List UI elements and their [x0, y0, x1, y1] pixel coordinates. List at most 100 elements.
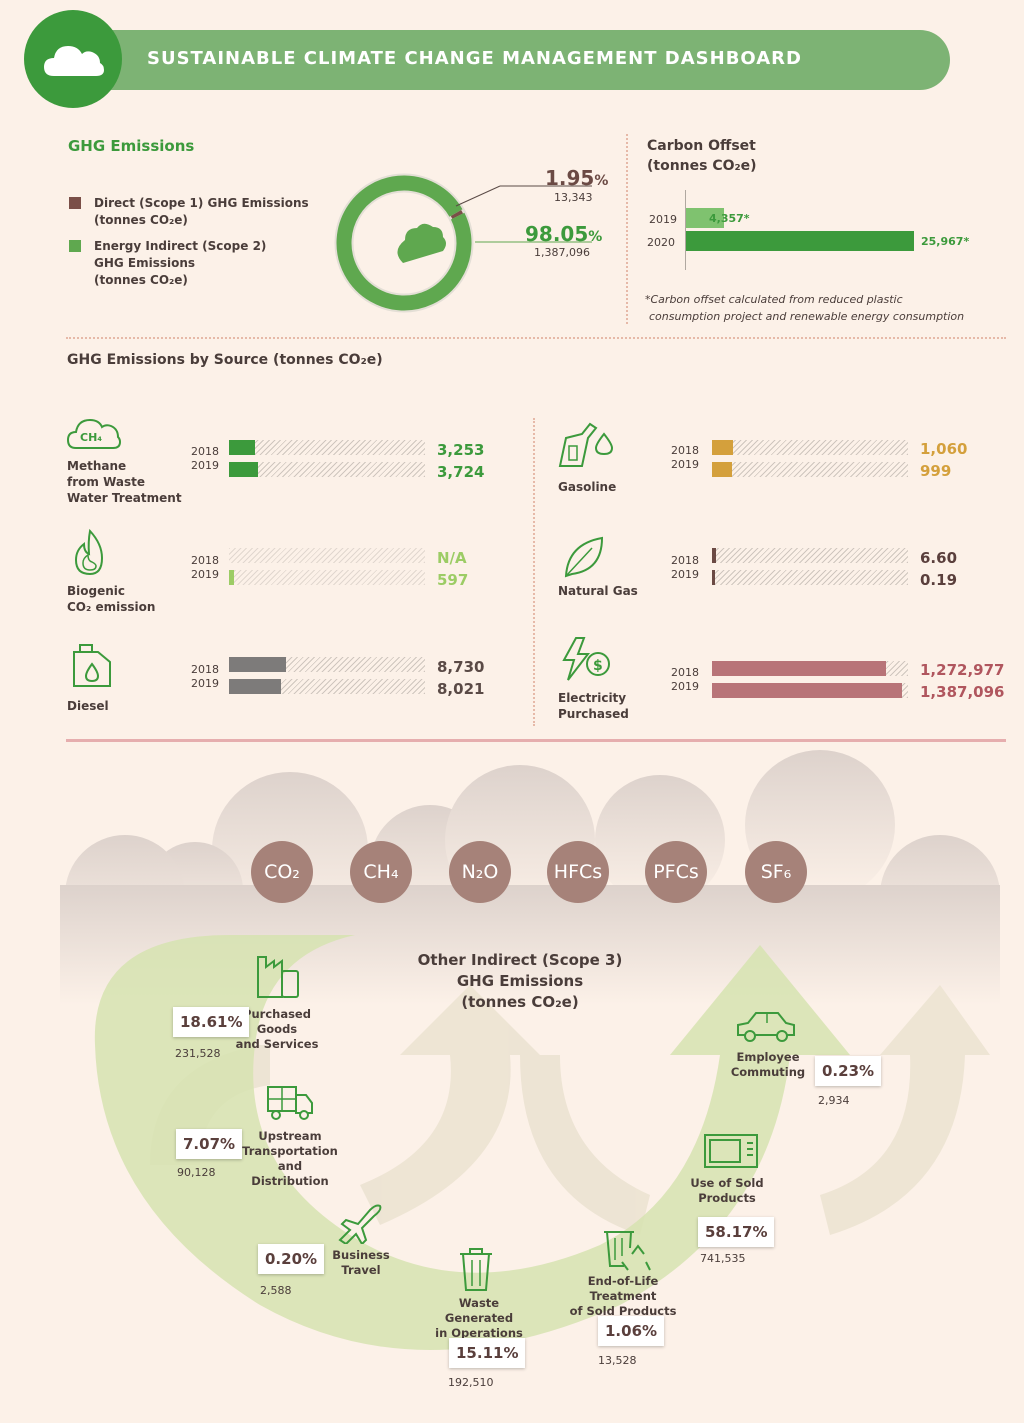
purchased-label-line1: Purchased — [243, 1007, 311, 1021]
methane-cloud-icon: CH₄ — [66, 418, 122, 449]
commuting-label-line1: Employee — [736, 1050, 800, 1064]
commuting-label-line2: Commuting — [730, 1065, 806, 1079]
diesel-label: Diesel — [67, 699, 109, 713]
waste-label: Waste Generated in Operations — [425, 1296, 533, 1341]
scope2-legend-line3: (tonnes CO₂e) — [94, 273, 188, 287]
business-travel-label: Business Travel — [325, 1248, 397, 1278]
car-icon — [737, 1012, 795, 1042]
offset-bar-2020 — [686, 231, 914, 251]
gas-hfcs: HFCs — [547, 841, 609, 903]
scope2-legend-label: Energy Indirect (Scope 2) GHG Emissions … — [94, 238, 266, 289]
scope2-percent-value: 98.05 — [525, 222, 589, 246]
electricity-bar-2019 — [712, 683, 903, 698]
gasoline-bar-bg-2019 — [712, 462, 908, 477]
gasoline-value-2018: 1,060 — [920, 440, 968, 458]
biogenic-label-line1: Biogenic — [67, 584, 126, 598]
business-travel-label-line2: Travel — [341, 1263, 381, 1277]
microwave-icon — [704, 1134, 758, 1168]
scope1-legend-label: Direct (Scope 1) GHG Emissions (tonnes C… — [94, 195, 309, 229]
upstream-label-line4: Distribution — [251, 1174, 329, 1188]
biogenic-year-2018: 2018 — [191, 554, 219, 567]
biogenic-years: 2018 2019 — [191, 554, 219, 582]
methane-label-line2: from Waste — [67, 475, 145, 489]
shopping-icon — [257, 956, 299, 998]
purchased-label: Purchased Goods and Services — [232, 1007, 322, 1052]
waste-label-line2: in Operations — [435, 1326, 523, 1340]
offset-bar-2019 — [686, 208, 725, 228]
scope1-leader-line — [455, 185, 501, 207]
scope2-legend-swatch — [69, 240, 81, 252]
airplane-icon — [338, 1204, 382, 1244]
electricity-year-2019: 2019 — [671, 680, 699, 693]
fuel-nozzle-icon — [558, 422, 614, 467]
use-sold-value: 741,535 — [700, 1252, 746, 1265]
electricity-year-2018: 2018 — [671, 666, 699, 679]
offset-footnote-line2: consumption project and renewable energy… — [649, 310, 965, 323]
natural-gas-value-2019: 0.19 — [920, 571, 958, 589]
business-travel-label-line1: Business — [332, 1248, 390, 1262]
natural-gas-year-2018: 2018 — [671, 554, 699, 567]
offset-value-2020: 25,967* — [921, 235, 970, 248]
purchased-value: 231,528 — [175, 1047, 221, 1060]
cloud-icon — [44, 46, 104, 76]
recycle-bin-icon — [604, 1231, 651, 1271]
gasoline-years: 2018 2019 — [671, 444, 699, 472]
scope1-percent-value: 1.95 — [545, 166, 595, 190]
electricity-icon: $ — [562, 637, 610, 681]
sources-divider — [533, 418, 535, 726]
truck-icon — [267, 1086, 313, 1120]
donut-cloud-icon — [397, 223, 446, 263]
natural-gas-bar-bg-2018 — [712, 548, 908, 563]
eol-value: 13,528 — [598, 1354, 637, 1367]
natural-gas-bar-2018 — [712, 548, 717, 563]
purchased-percent: 18.61% — [173, 1007, 250, 1037]
biogenic-bar-bg-2018 — [229, 548, 425, 563]
scope1-legend-line1: Direct (Scope 1) GHG Emissions — [94, 196, 309, 210]
scope3-divider — [66, 739, 1006, 742]
offset-year-2020: 2020 — [647, 236, 675, 249]
upstream-label-line3: and — [277, 1159, 303, 1173]
scope2-percent-unit: % — [588, 229, 603, 245]
diesel-years: 2018 2019 — [191, 663, 219, 691]
biogenic-label-line2: CO₂ emission — [67, 600, 156, 614]
section-divider-horizontal — [66, 337, 1006, 339]
gasoline-value-2019: 999 — [920, 462, 952, 480]
use-sold-label-line1: Use of Sold — [690, 1176, 764, 1190]
donut-slice-scope2 — [336, 175, 472, 311]
eol-label-line2: of Sold Products — [569, 1304, 677, 1318]
diesel-value-2019: 8,021 — [437, 680, 485, 698]
scope3-title: Other Indirect (Scope 3) GHG Emissions (… — [400, 950, 640, 1013]
eol-label: End-of-Life Treatment of Sold Products — [555, 1274, 691, 1319]
carbon-offset-title-line2: (tonnes CO₂e) — [647, 158, 757, 174]
ghg-title: GHG Emissions — [68, 137, 195, 155]
diesel-value-2018: 8,730 — [437, 658, 485, 676]
donut-slice-scope1 — [450, 210, 464, 219]
offset-value-2019: 4,357* — [709, 212, 750, 225]
natural-gas-value-2018: 6.60 — [920, 549, 958, 567]
diesel-bar-2019 — [229, 679, 282, 694]
methane-year-2019: 2019 — [191, 459, 219, 472]
eol-label-line1: End-of-Life Treatment — [587, 1274, 659, 1303]
diesel-bar-2018 — [229, 657, 287, 672]
biogenic-bar-bg-2019 — [229, 570, 425, 585]
upstream-label-line1: Upstream — [258, 1129, 322, 1143]
biogenic-bar-2019 — [229, 570, 234, 585]
business-travel-percent: 0.20% — [258, 1244, 325, 1274]
header-banner — [60, 30, 950, 90]
use-sold-label: Use of Sold Products — [687, 1176, 767, 1206]
natural-gas-bar-2019 — [712, 570, 715, 585]
methane-year-2018: 2018 — [191, 445, 219, 458]
gas-pfcs: PFCs — [645, 841, 707, 903]
scope3-title-line3: (tonnes CO₂e) — [461, 993, 579, 1011]
waste-label-line1: Waste Generated — [444, 1296, 514, 1325]
trash-bin-icon — [460, 1248, 492, 1291]
carbon-offset-title-line1: Carbon Offset — [647, 138, 756, 154]
electricity-years: 2018 2019 — [671, 666, 699, 694]
scope2-legend-line1: Energy Indirect (Scope 2) — [94, 239, 267, 253]
methane-label: Methane from Waste Water Treatment — [67, 458, 182, 506]
offset-footnote-line1: *Carbon offset calculated from reduced p… — [645, 293, 903, 306]
business-travel-value: 2,588 — [260, 1284, 292, 1297]
dashboard-title: SUSTAINABLE CLIMATE CHANGE MANAGEMENT DA… — [147, 48, 802, 69]
methane-label-line1: Methane — [67, 459, 127, 473]
scope3-title-line1: Other Indirect (Scope 3) — [417, 951, 623, 969]
